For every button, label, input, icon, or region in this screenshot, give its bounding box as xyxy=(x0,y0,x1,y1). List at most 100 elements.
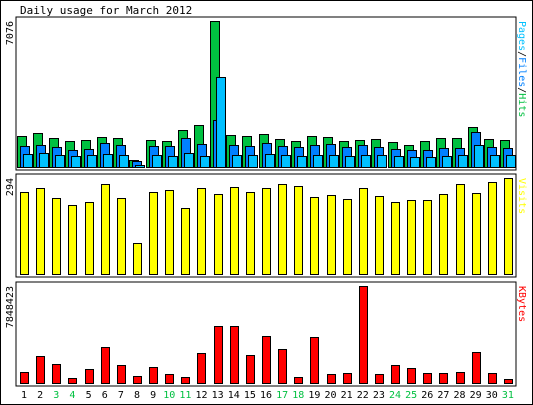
hits-bar-pages-day-2 xyxy=(39,153,49,168)
kbytes-bar-kbytes-day-18 xyxy=(294,377,303,384)
kbytes-bar-kbytes-day-26 xyxy=(423,373,432,384)
day-label-7: 7 xyxy=(118,390,124,401)
visits-bar-visits-day-1 xyxy=(20,192,29,275)
kbytes-series-label: KBytes xyxy=(516,286,527,322)
kbytes-max-label: 7848423 xyxy=(5,286,16,328)
day-label-2: 2 xyxy=(37,390,43,401)
hits-bar-pages-day-23 xyxy=(377,155,387,168)
visits-bar-visits-day-18 xyxy=(294,186,303,275)
kbytes-bar-kbytes-day-10 xyxy=(165,374,174,384)
visits-bar-visits-day-16 xyxy=(262,188,271,275)
day-label-6: 6 xyxy=(102,390,108,401)
kbytes-bar-kbytes-day-28 xyxy=(456,372,465,384)
visits-bar-visits-day-14 xyxy=(230,187,239,275)
day-label-9: 9 xyxy=(150,390,156,401)
day-label-26: 26 xyxy=(421,390,433,401)
day-label-11: 11 xyxy=(179,390,191,401)
day-label-30: 30 xyxy=(486,390,498,401)
kbytes-bar-kbytes-day-22 xyxy=(359,286,368,384)
hits-label-part: Pages xyxy=(516,21,527,51)
day-labels: 1 2 3 4 5 6 7 8 9 10 11 12 13 14 15 16 17 18 19 20 21 22 23 24 2… xyxy=(21,390,514,401)
visits-max-label: 294 xyxy=(5,178,16,196)
visits-bar-visits-day-22 xyxy=(359,188,368,275)
visits-bar-visits-day-30 xyxy=(488,182,497,275)
day-label-22: 22 xyxy=(357,390,369,401)
hits-bar-pages-day-5 xyxy=(87,155,97,168)
day-label-14: 14 xyxy=(228,390,240,401)
hits-bar-pages-day-10 xyxy=(168,156,178,168)
hits-bar-pages-day-9 xyxy=(152,155,162,168)
hits-bar-pages-day-30 xyxy=(490,155,500,168)
kbytes-panel: 7848423 KBytes xyxy=(5,281,527,387)
visits-bar-visits-day-12 xyxy=(197,188,206,275)
hits-bar-pages-day-1 xyxy=(23,154,33,168)
day-label-23: 23 xyxy=(373,390,385,401)
kbytes-bar-kbytes-day-21 xyxy=(343,373,352,384)
visits-bar-visits-day-15 xyxy=(246,192,255,275)
kbytes-bar-kbytes-day-16 xyxy=(262,336,271,384)
kbytes-bar-kbytes-day-11 xyxy=(181,377,190,384)
kbytes-bar-kbytes-day-23 xyxy=(375,374,384,384)
day-label-3: 3 xyxy=(53,390,59,401)
hits-bar-pages-day-31 xyxy=(506,155,516,168)
hits-panel: 7076 Pages/Files/Hits xyxy=(5,16,527,171)
visits-bar-visits-day-20 xyxy=(327,195,336,275)
hits-bar-pages-day-22 xyxy=(361,155,371,168)
kbytes-bar-kbytes-day-27 xyxy=(439,373,448,384)
visits-bar-visits-day-5 xyxy=(85,202,94,275)
hits-bar-pages-day-21 xyxy=(345,156,355,168)
kbytes-bar-kbytes-day-19 xyxy=(310,337,319,384)
visits-bar-visits-day-17 xyxy=(278,184,287,275)
hits-bar-pages-day-7 xyxy=(119,155,129,168)
hits-bar-pages-day-14 xyxy=(232,155,242,168)
hits-bar-pages-day-19 xyxy=(313,155,323,168)
day-label-4: 4 xyxy=(69,390,75,401)
day-label-1: 1 xyxy=(21,390,27,401)
hits-bar-pages-day-24 xyxy=(394,156,404,168)
hits-bar-pages-day-13 xyxy=(216,77,226,168)
hits-label-part: / xyxy=(516,87,527,93)
hits-series-label: Pages/Files/Hits xyxy=(516,21,527,117)
day-label-10: 10 xyxy=(163,390,175,401)
hits-bar-pages-day-4 xyxy=(71,156,81,168)
hits-bar-pages-day-11 xyxy=(184,153,194,168)
visits-bar-visits-day-31 xyxy=(504,178,513,275)
hits-bar-pages-day-17 xyxy=(281,155,291,168)
hits-bar-pages-day-20 xyxy=(329,155,339,168)
visits-bar-visits-day-2 xyxy=(36,188,45,275)
day-label-16: 16 xyxy=(260,390,272,401)
kbytes-bar-kbytes-day-25 xyxy=(407,368,416,384)
kbytes-bar-kbytes-day-13 xyxy=(214,326,223,384)
hits-bar-pages-day-15 xyxy=(248,155,258,168)
visits-bar-visits-day-24 xyxy=(391,202,400,275)
visits-bar-visits-day-23 xyxy=(375,196,384,275)
hits-bar-pages-day-6 xyxy=(103,154,113,168)
kbytes-bar-kbytes-day-7 xyxy=(117,365,126,384)
kbytes-bar-kbytes-day-9 xyxy=(149,367,158,384)
visits-bar-visits-day-7 xyxy=(117,198,126,275)
kbytes-label-part: KBytes xyxy=(516,286,527,322)
kbytes-bar-kbytes-day-2 xyxy=(36,356,45,384)
day-label-18: 18 xyxy=(292,390,304,401)
visits-bar-visits-day-13 xyxy=(214,194,223,275)
visits-bar-visits-day-6 xyxy=(101,184,110,275)
kbytes-bar-kbytes-day-12 xyxy=(197,353,206,384)
visits-series-label: Visits xyxy=(516,178,527,214)
hits-max-label: 7076 xyxy=(5,21,16,45)
kbytes-bar-kbytes-day-29 xyxy=(472,352,481,384)
hits-bar-pages-day-16 xyxy=(265,154,275,168)
kbytes-bar-kbytes-day-3 xyxy=(52,364,61,384)
day-label-12: 12 xyxy=(195,390,207,401)
visits-label-part: Visits xyxy=(516,178,527,214)
day-label-17: 17 xyxy=(276,390,288,401)
hits-label-part: Files xyxy=(516,57,527,87)
kbytes-bar-kbytes-day-20 xyxy=(327,374,336,384)
visits-bar-visits-day-28 xyxy=(456,184,465,275)
day-label-27: 27 xyxy=(437,390,449,401)
hits-bar-pages-day-29 xyxy=(474,145,484,168)
hits-bar-pages-day-26 xyxy=(426,157,436,168)
hits-bar-pages-day-27 xyxy=(442,156,452,168)
hits-bar-pages-day-28 xyxy=(458,155,468,168)
visits-bar-visits-day-9 xyxy=(149,192,158,275)
